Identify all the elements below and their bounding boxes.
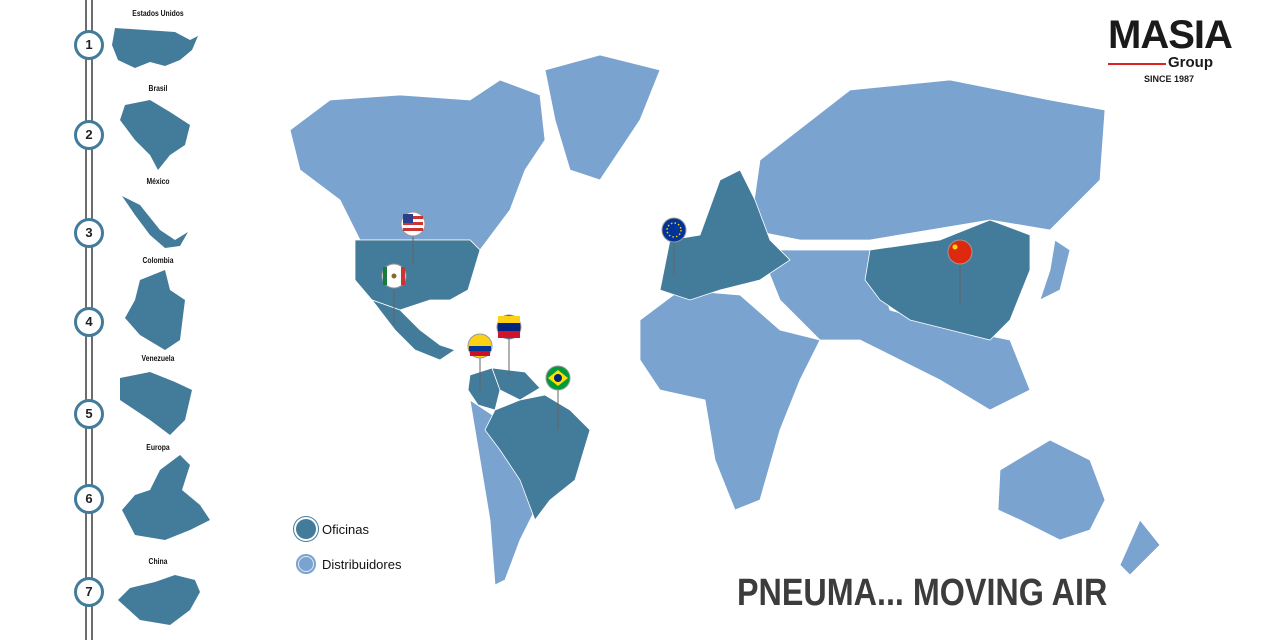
masia-logo: MASIA Group SINCE 1987	[1108, 13, 1258, 88]
country-label: Estados Unidos	[132, 9, 184, 18]
legend-distributors: Distribuidores	[296, 554, 401, 574]
mexico	[370, 299, 456, 361]
country-label: Colombia	[142, 256, 174, 265]
mexico-silhouette	[122, 196, 188, 248]
colombia-silhouette	[125, 270, 185, 350]
country-label: Brasil	[148, 84, 168, 93]
australia	[997, 439, 1106, 541]
step-6: 6	[74, 484, 104, 514]
europe	[659, 169, 791, 301]
step-3: 3	[74, 218, 104, 248]
africa	[639, 289, 821, 511]
legend-label: Distribuidores	[322, 556, 402, 572]
logo-wordmark: MASIA	[1108, 13, 1233, 57]
brazil	[484, 394, 591, 521]
greenland	[544, 54, 661, 181]
step-1: 1	[74, 30, 104, 60]
legend-label: Oficinas	[322, 521, 369, 537]
brazil-flag	[545, 365, 571, 391]
country-label: México	[146, 177, 170, 186]
step-4: 4	[74, 307, 104, 337]
country-label: China	[148, 557, 168, 566]
venezuela-flag	[496, 314, 522, 340]
slogan: PNEUMA... MOVING AIR	[737, 572, 1108, 614]
brazil-silhouette	[120, 100, 190, 170]
logo-since: SINCE 1987	[1144, 74, 1195, 84]
europe-silhouette	[122, 455, 210, 540]
china-silhouette	[118, 575, 200, 625]
country-silhouettes	[112, 28, 210, 625]
logo-group: Group	[1168, 54, 1213, 71]
venezuela	[491, 367, 541, 401]
country-label: Venezuela	[141, 354, 175, 363]
china	[864, 219, 1031, 341]
logo-red-bar	[1108, 63, 1166, 65]
new-zealand	[1119, 519, 1161, 576]
middle-east-asia	[759, 249, 1031, 411]
legend-offices: Oficinas	[296, 519, 369, 539]
step-5: 5	[74, 399, 104, 429]
japan	[1039, 239, 1071, 301]
north-america	[289, 79, 546, 251]
step-2: 2	[74, 120, 104, 150]
office-regions	[354, 169, 1031, 521]
usa-silhouette	[112, 28, 198, 68]
mexico-flag	[381, 263, 407, 289]
map-pins	[393, 236, 961, 430]
step-7: 7	[74, 577, 104, 607]
office-swatch-icon	[296, 519, 316, 539]
venezuela-silhouette	[120, 372, 192, 435]
colombia-flag	[467, 333, 493, 359]
usa	[354, 239, 481, 311]
usa-flag	[400, 211, 426, 237]
china-flag	[947, 239, 973, 265]
distributor-regions	[289, 54, 1161, 586]
country-label: Europa	[146, 443, 170, 452]
eu-flag	[661, 217, 687, 243]
distributor-swatch-icon	[296, 554, 316, 574]
russia-asia	[749, 79, 1106, 241]
